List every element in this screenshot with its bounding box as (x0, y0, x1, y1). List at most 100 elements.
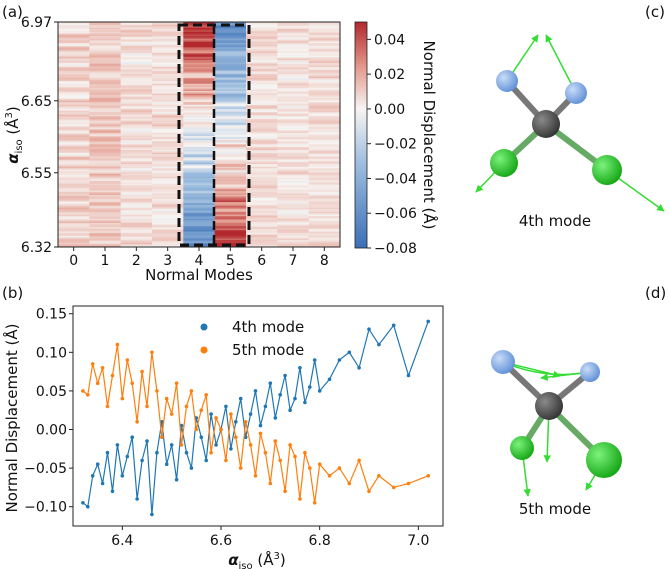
heatmap-cell (89, 67, 121, 69)
heatmap-cell (120, 199, 153, 201)
heatmap-cell (58, 241, 90, 244)
heatmap-cell (214, 204, 247, 207)
heatmap-cell (183, 148, 215, 151)
heatmap-cell (183, 61, 215, 64)
heatmap-cell (214, 33, 247, 35)
heatmap-cell (214, 117, 247, 120)
heatmap-cell (308, 31, 341, 34)
heatmap-cell (89, 162, 121, 165)
heatmap-cell (183, 204, 215, 207)
heatmap-cell (120, 26, 153, 28)
heatmap-cell (308, 218, 341, 221)
heatmap-cell (89, 232, 121, 235)
heatmap-cell (183, 109, 215, 111)
heatmap-cell (120, 119, 153, 121)
heatmap-cell (120, 69, 153, 72)
series-4th-mode-point (263, 404, 268, 409)
heatmap-cell (308, 48, 341, 51)
heatmap-cell (183, 173, 215, 176)
heatmap-cell (308, 116, 341, 118)
heatmap-cell (58, 121, 90, 124)
heatmap-cell (308, 180, 341, 183)
heatmap-cell (120, 99, 153, 102)
heatmap-cell (277, 96, 309, 99)
heatmap-cell (58, 172, 90, 175)
heatmap-cell (58, 44, 90, 47)
heatmap-cell (246, 30, 278, 33)
heatmap-cell (89, 144, 121, 147)
heatmap-cell (308, 202, 341, 204)
heatmap-cell (308, 96, 341, 99)
heatmap-cell (246, 149, 278, 152)
heatmap-cell (152, 86, 184, 89)
heatmap-cell (277, 239, 309, 242)
heatmap-cell (58, 102, 90, 104)
heatmap-cell (246, 168, 278, 170)
heatmap-cell (308, 123, 341, 125)
heatmap-cell (214, 140, 247, 142)
heatmap-cell (120, 245, 153, 248)
heatmap-cell (183, 44, 215, 47)
heatmap-cell (152, 197, 184, 200)
heatmap-cell (58, 123, 90, 125)
heatmap-cell (183, 186, 215, 189)
heatmap-cell (246, 210, 278, 213)
heatmap-cell (58, 230, 90, 232)
heatmap-cell (246, 31, 278, 34)
heatmap-cell (120, 74, 153, 76)
heatmap-cell (246, 37, 278, 40)
heatmap-cell (89, 166, 121, 169)
heatmap-cell (277, 65, 309, 68)
heatmap-cell (89, 206, 121, 208)
heatmap-cell (152, 65, 184, 68)
heatmap-cell (214, 180, 247, 183)
heatmap-cell (214, 88, 247, 90)
heatmap-cell (152, 196, 184, 199)
heatmap-cell (152, 148, 184, 151)
heatmap-cell (308, 92, 341, 95)
heatmap-cell (120, 179, 153, 182)
heatmap-cell (58, 157, 90, 159)
heatmap-cell (214, 23, 247, 26)
heatmap-cell (214, 211, 247, 214)
series-5th-mode-point (224, 458, 228, 463)
heatmap-cell (89, 55, 121, 58)
heatmap-cell (183, 82, 215, 85)
heatmap-cell (214, 112, 247, 114)
heatmap-cell (214, 145, 247, 148)
heatmap-cell (246, 57, 278, 59)
heatmap-cell (89, 126, 121, 128)
series-4th-mode-point (288, 408, 292, 413)
heatmap-cell (58, 40, 90, 42)
heatmap-cell (183, 235, 215, 238)
heatmap-cell (58, 27, 90, 30)
legend-marker-5th (200, 346, 208, 354)
heatmap-cell (214, 161, 247, 163)
heatmap-cell (89, 116, 121, 118)
heatmap-cell (89, 33, 121, 35)
heatmap-x-tick-label: 4 (195, 253, 204, 269)
heatmap-cell (89, 159, 121, 162)
heatmap-cell (308, 241, 341, 244)
series-4th-mode-point (184, 450, 189, 455)
heatmap-cell (58, 155, 90, 158)
heatmap-cell (183, 99, 215, 102)
heatmap-cell (152, 140, 184, 142)
heatmap-cell (308, 206, 341, 208)
heatmap-cell (152, 161, 184, 163)
heatmap-cell (214, 194, 247, 197)
heatmap-cell (308, 138, 341, 141)
heatmap-cell (214, 238, 247, 241)
heatmap-cell (308, 193, 341, 196)
heatmap-cell (214, 26, 247, 28)
heatmap-cell (183, 123, 215, 125)
heatmap-cell (183, 117, 215, 120)
heatmap-cell (120, 230, 153, 232)
heatmap-cell (246, 164, 278, 166)
heatmap-cell (246, 206, 278, 208)
heatmap-cell (246, 179, 278, 182)
heatmap-cell (58, 213, 90, 215)
heatmap-cell (308, 142, 341, 145)
heatmap-cell (246, 59, 278, 62)
